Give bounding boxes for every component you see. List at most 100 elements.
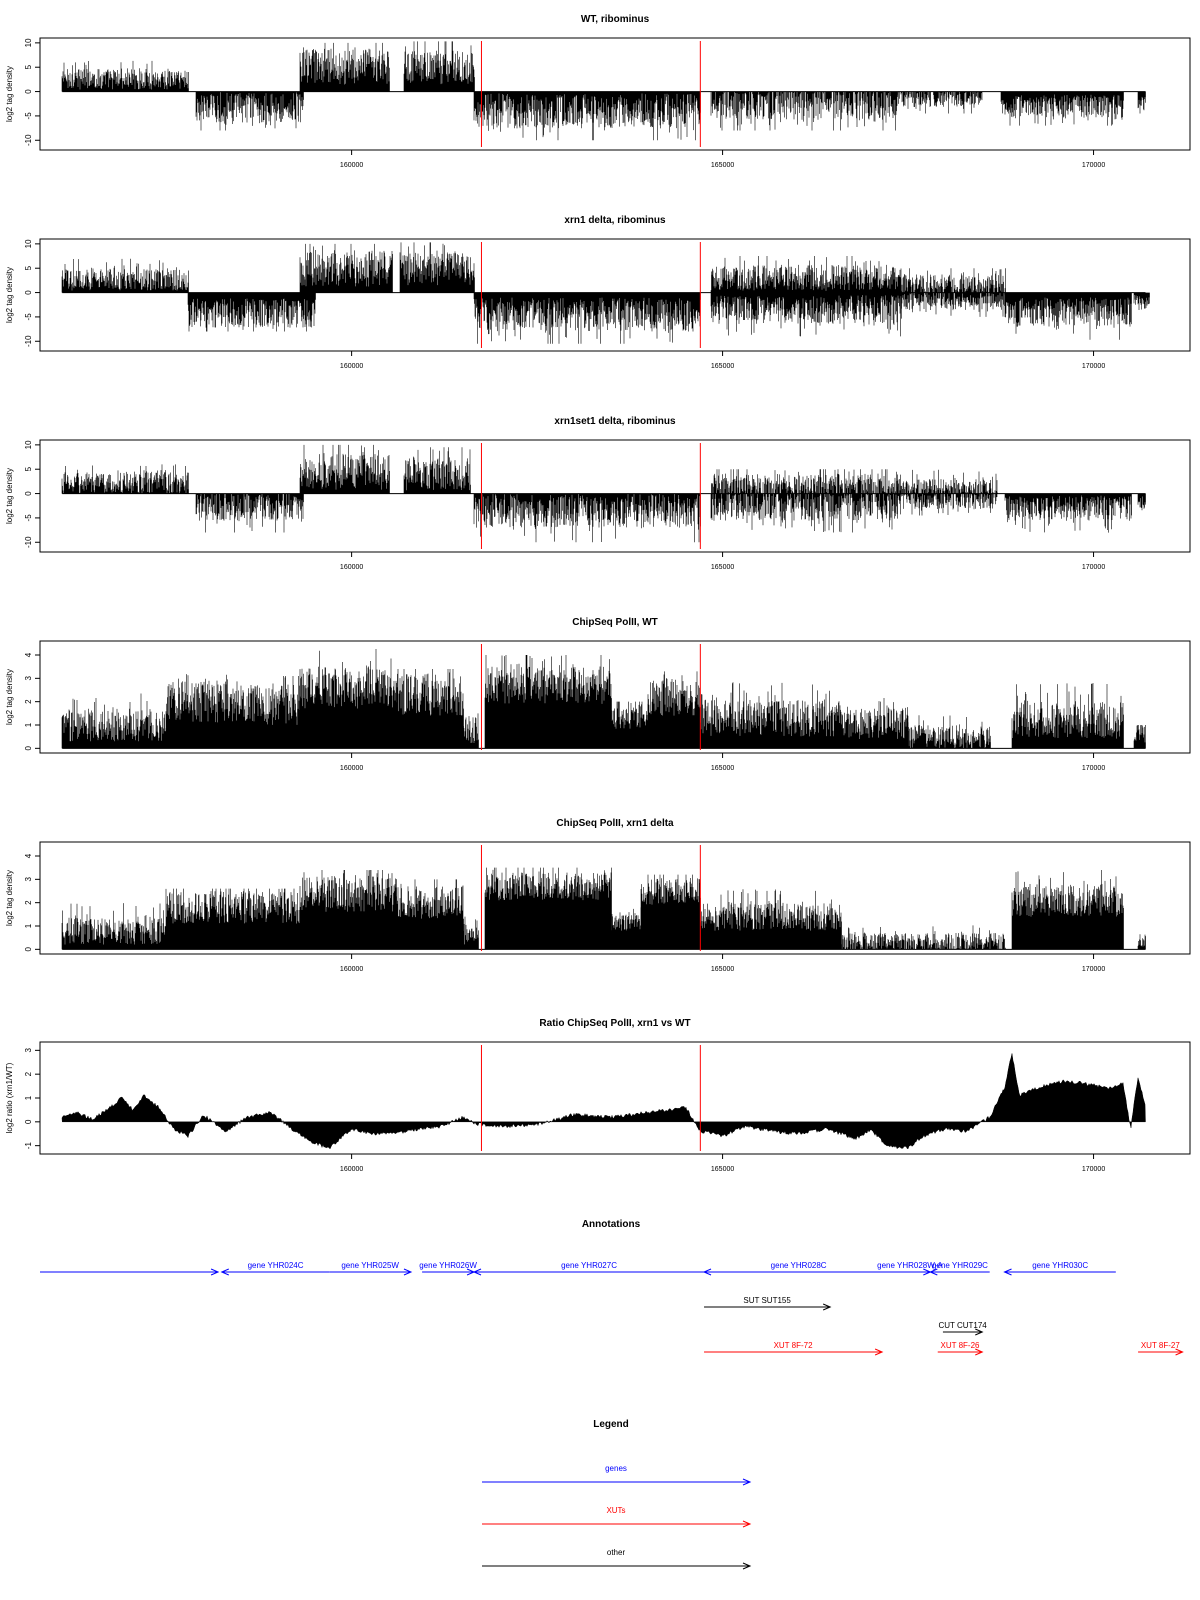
data-bars <box>299 870 397 950</box>
data-bars <box>484 655 612 749</box>
arrow-head <box>1175 1348 1184 1356</box>
legend-title: Legend <box>593 1419 629 1430</box>
y-tick-label: 2 <box>24 900 33 905</box>
data-bars <box>1000 91 1124 126</box>
arrow-head <box>210 1268 220 1276</box>
data-bars <box>841 925 1006 950</box>
y-tick-label: 0 <box>24 89 33 94</box>
plot-frame <box>39 238 1191 352</box>
data-bars <box>299 243 393 293</box>
annotations-title: Annotations <box>582 1219 641 1230</box>
y-axis-label: log2 tag density <box>5 66 14 122</box>
legend-item: other <box>482 1548 752 1570</box>
arrow-head <box>975 1328 984 1336</box>
chart-title: Ratio ChipSeq PolII, xrn1 vs WT <box>539 1018 690 1029</box>
x-tick-label: 165000 <box>711 1166 734 1173</box>
chart-title: ChipSeq PolII, xrn1 delta <box>556 818 674 829</box>
x-tick-label: 160000 <box>340 966 363 973</box>
data-bars <box>1137 934 1146 950</box>
x-tick-label: 170000 <box>1082 966 1105 973</box>
y-tick-label: -10 <box>24 536 33 548</box>
data-bars <box>165 888 301 950</box>
feature-xut: XUT 8F-27 <box>1138 1341 1184 1356</box>
feature-xut: XUT 8F-26 <box>937 1341 984 1356</box>
legend-item: XUTs <box>482 1506 752 1528</box>
feature-label: gene YHR026W <box>419 1261 477 1270</box>
arrow-head <box>702 1268 712 1276</box>
feature-label: gene YHR024C <box>248 1261 304 1270</box>
data-bars <box>473 292 701 344</box>
feature-xut: XUT 8F-72 <box>704 1341 884 1356</box>
feature-other: SUT SUT155 <box>704 1296 832 1311</box>
arrow-head <box>742 1562 752 1570</box>
plot-frame <box>39 841 1191 955</box>
x-tick-label: 160000 <box>340 1166 363 1173</box>
data-bars <box>1011 870 1124 950</box>
feature-label: SUT SUT155 <box>743 1296 791 1305</box>
y-tick-label: 5 <box>24 466 33 471</box>
y-tick-label: 5 <box>24 64 33 69</box>
x-tick-label: 170000 <box>1082 363 1105 370</box>
data-bars <box>896 493 998 516</box>
data-bars <box>1137 493 1146 511</box>
data-bars <box>403 41 475 92</box>
x-tick-label: 170000 <box>1082 765 1105 772</box>
chart-panel: xrn1set1 delta, ribominus log2 tag densit… <box>5 416 1191 571</box>
data-bars <box>187 292 316 332</box>
x-tick-label: 170000 <box>1082 1166 1105 1173</box>
data-bars <box>710 256 902 293</box>
feature-gene: gene YHR025W <box>329 1261 413 1276</box>
feature-gene: gene YHR024C <box>220 1261 330 1276</box>
data-bars <box>1011 683 1124 749</box>
data-bars <box>473 91 701 141</box>
y-tick-label: 1 <box>24 1095 33 1100</box>
data-bars <box>699 682 842 749</box>
feature-other: CUT CUT174 <box>938 1321 987 1336</box>
legend: Legend genes XUTs other <box>482 1419 752 1570</box>
data-bars <box>610 701 649 749</box>
y-tick-label: 0 <box>24 746 33 751</box>
legend-item: genes <box>482 1464 752 1486</box>
data-bars <box>897 91 983 114</box>
data-bars <box>1133 292 1150 311</box>
legend-label: genes <box>605 1464 627 1473</box>
data-bars <box>710 493 898 533</box>
legend-label: other <box>607 1548 626 1557</box>
y-tick-label: 1 <box>24 722 33 727</box>
data-bars <box>840 698 909 749</box>
data-bars <box>165 674 256 749</box>
feature-label: gene YHR025W <box>341 1261 399 1270</box>
data-bars <box>195 91 304 131</box>
chart-title: xrn1 delta, ribominus <box>564 215 666 226</box>
y-axis-label: log2 ratio (xrn1/WT) <box>5 1062 14 1133</box>
y-tick-label: 3 <box>24 676 33 681</box>
arrow-head <box>975 1348 984 1356</box>
plot-frame <box>39 37 1191 151</box>
arrow-head <box>929 1268 938 1276</box>
plot-frame <box>39 640 1191 754</box>
chart-panel: ChipSeq PolII, xrn1 delta log2 tag densit… <box>5 818 1191 973</box>
data-bars <box>395 669 464 749</box>
data-bars <box>1133 725 1146 749</box>
feature-gene: gene YHR028C <box>702 1261 894 1276</box>
y-axis-label: log2 tag density <box>5 870 14 926</box>
x-tick-label: 170000 <box>1082 162 1105 169</box>
y-tick-label: -5 <box>24 514 33 522</box>
x-tick-label: 165000 <box>711 363 734 370</box>
data-bars <box>484 867 612 950</box>
data-bars <box>299 42 390 92</box>
y-tick-label: 0 <box>24 1119 33 1124</box>
data-bars <box>299 648 397 749</box>
arrow-head <box>874 1348 884 1356</box>
x-tick-label: 165000 <box>711 966 734 973</box>
data-bars <box>1004 493 1132 533</box>
feature-label: gene YHR029C <box>932 1261 988 1270</box>
y-tick-label: -5 <box>24 313 33 321</box>
y-tick-label: 1 <box>24 923 33 928</box>
data-bars <box>299 444 390 494</box>
x-tick-label: 160000 <box>340 162 363 169</box>
annotations-track: Annotations gene YHR024C gene YHR025W gene… <box>40 1219 1184 1356</box>
y-tick-label: 4 <box>24 853 33 858</box>
